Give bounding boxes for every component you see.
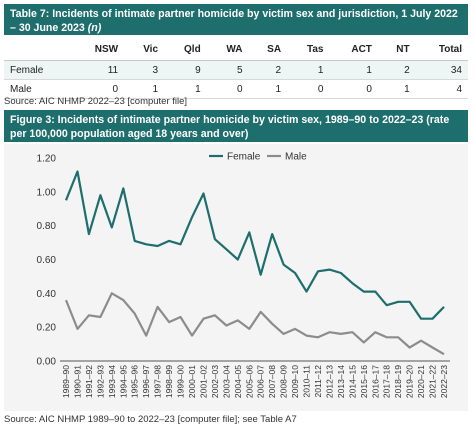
series-line-female xyxy=(64,170,445,320)
chart-panel: 0.00 0.20 0.40 0.60 0.80 1.00 1.20 1989–90 1990–… xyxy=(4,144,468,411)
row-label: Male xyxy=(10,83,32,95)
x-tick-label: 2008–09 xyxy=(279,365,289,398)
table-cell: 1 xyxy=(317,64,324,76)
table-cell: 0 xyxy=(317,83,324,95)
x-tick-label: 1989–90 xyxy=(61,365,71,398)
y-tick-label: 1.20 xyxy=(37,154,57,165)
x-tick-label: 1999–00 xyxy=(176,365,186,398)
table-cell: 0 xyxy=(366,83,372,95)
table-cell: 0 xyxy=(236,83,243,95)
table-header-cell: Vic xyxy=(143,43,159,55)
table-cell: 2 xyxy=(275,64,282,76)
x-tick-label: 1998–99 xyxy=(164,365,174,398)
x-tick-label: 1997–98 xyxy=(153,365,163,398)
table-cell: 4 xyxy=(456,83,462,95)
table-caption: Table 7: Incidents of intimate partner h… xyxy=(4,4,468,35)
table-cell: 1 xyxy=(195,83,201,95)
table-cell: 0 xyxy=(112,83,119,95)
table-cell: 1 xyxy=(404,83,410,95)
table-cell: 9 xyxy=(195,64,201,76)
x-tick-label: 2012–13 xyxy=(324,365,334,398)
x-tick-label: 2016–17 xyxy=(370,365,380,398)
y-tick-label: 0.80 xyxy=(37,221,57,232)
x-tick-label: 2019–20 xyxy=(405,365,415,398)
x-tick-label: 2017–18 xyxy=(382,365,392,398)
x-tick-label: 2001–02 xyxy=(198,365,208,398)
y-tick-label: 0.40 xyxy=(37,289,57,300)
x-tick-label: 1991–92 xyxy=(84,365,94,398)
x-tick-label: 2021–22 xyxy=(428,365,438,398)
table-row: Male 0 1 1 0 1 0 0 1 4 xyxy=(4,80,468,99)
table-cell: 5 xyxy=(236,64,243,76)
table-source: Source: AIC NHMP 2022–23 [computer file] xyxy=(4,96,188,107)
table-header-row: NSW Vic Qld WA SA Tas ACT NT Total xyxy=(4,38,468,61)
x-tick-label: 2022–23 xyxy=(439,365,449,398)
table-cell: 1 xyxy=(275,83,282,95)
table-cell: 2 xyxy=(404,64,410,76)
row-label: Female xyxy=(10,64,44,76)
table-cell: 11 xyxy=(107,64,119,76)
x-tick-label: 2002–03 xyxy=(210,365,220,398)
y-tick-label: 0.20 xyxy=(37,323,57,334)
table-header-cell: NT xyxy=(396,43,410,55)
figure-source: Source: AIC NHMP 1989–90 to 2022–23 [com… xyxy=(4,414,297,425)
legend-label: Female xyxy=(227,152,261,163)
x-tick-label: 2010–11 xyxy=(302,365,312,398)
table-header-cell: SA xyxy=(267,43,282,55)
x-tick-label: 2007–08 xyxy=(267,365,277,398)
x-tick-label: 2006–07 xyxy=(256,365,266,398)
table-header-cell: ACT xyxy=(351,43,372,55)
legend-label: Male xyxy=(285,152,307,163)
x-tick-label: 2005–06 xyxy=(244,365,254,398)
x-tick-label: 2015–16 xyxy=(359,365,369,398)
line-chart: 0.00 0.20 0.40 0.60 0.80 1.00 1.20 1989–90 1990–… xyxy=(37,152,450,398)
y-tick-label: 0.00 xyxy=(37,357,57,368)
table-caption-suffix: (n) xyxy=(87,22,102,34)
x-tick-label: 2018–19 xyxy=(393,365,403,398)
series-line-male xyxy=(64,292,445,356)
table-row: Female 11 3 9 5 2 1 1 2 34 xyxy=(4,60,468,80)
figure-caption: Figure 3: Incidents of intimate partner … xyxy=(4,110,468,142)
table-header-cell: Total xyxy=(438,43,462,55)
table-header-cell: WA xyxy=(226,43,243,55)
x-tick-label: 1995–96 xyxy=(130,365,140,398)
x-tick-label: 1996–97 xyxy=(141,365,151,398)
y-tick-label: 0.60 xyxy=(37,255,57,266)
x-tick-label: 1994–95 xyxy=(118,365,128,398)
table-header-cell xyxy=(4,38,72,61)
x-tick-label: 1990–91 xyxy=(72,365,82,398)
x-tick-label: 2013–14 xyxy=(336,365,346,398)
table-cell: 34 xyxy=(450,64,462,76)
table-cell: 3 xyxy=(152,64,159,76)
x-tick-label: 2004–05 xyxy=(233,365,243,398)
table-cell: 1 xyxy=(152,83,159,95)
jurisdiction-table: NSW Vic Qld WA SA Tas ACT NT Total Femal… xyxy=(4,38,468,99)
x-tick-label: 2000–01 xyxy=(187,365,197,398)
x-tick-label: 2011–12 xyxy=(313,365,323,398)
table-cell: 1 xyxy=(366,64,372,76)
x-tick-label: 1993–94 xyxy=(107,365,117,398)
table-header-cell: NSW xyxy=(94,43,119,55)
x-tick-label: 1992–93 xyxy=(95,365,105,398)
y-tick-label: 1.00 xyxy=(37,187,57,198)
x-tick-label: 2020–21 xyxy=(416,365,426,398)
table-header-cell: Tas xyxy=(306,43,324,55)
x-tick-label: 2014–15 xyxy=(347,365,357,398)
x-tick-label: 2003–04 xyxy=(221,365,231,398)
x-tick-label: 2009–10 xyxy=(290,365,300,398)
table-caption-text: Table 7: Incidents of intimate partner h… xyxy=(10,8,458,34)
table-header-cell: Qld xyxy=(184,43,201,55)
